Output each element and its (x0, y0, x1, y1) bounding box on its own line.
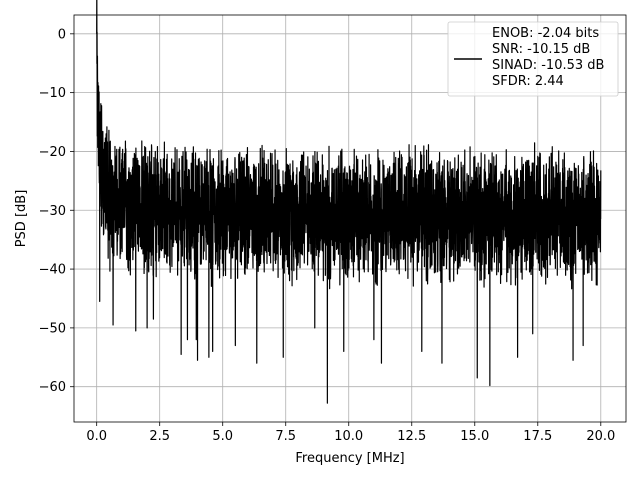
legend-entry-sinad: SINAD: -10.53 dB (492, 58, 604, 73)
y-tick-label: −50 (39, 321, 66, 336)
legend-entry-snr: SNR: -10.15 dB (492, 42, 590, 57)
legend-entry-enob: ENOB: -2.04 bits (492, 26, 599, 41)
y-tick-label: −40 (39, 263, 66, 278)
x-tick-label: 12.5 (397, 429, 426, 444)
x-tick-label: 10.0 (334, 429, 363, 444)
x-tick-label: 5.0 (212, 429, 233, 444)
y-tick-label: −10 (39, 86, 66, 101)
x-axis-label: Frequency [MHz] (295, 451, 404, 466)
y-tick-label: 0 (58, 27, 66, 42)
x-tick-label: 7.5 (275, 429, 296, 444)
y-tick-label: −20 (39, 145, 66, 160)
y-tick-label: −60 (39, 380, 66, 395)
series-layer (96, 0, 602, 404)
x-tick-label: 0.0 (86, 429, 107, 444)
axes-frame (73, 14, 627, 423)
legend: ENOB: -2.04 bits SNR: -10.15 dB SINAD: -… (447, 21, 619, 97)
x-tick-label: 2.5 (149, 429, 170, 444)
x-axis: 0.0 2.5 5.0 7.5 10.0 12.5 15.0 17.5 20.0 (86, 422, 615, 444)
x-tick-label: 17.5 (523, 429, 552, 444)
y-axis-label: PSD [dB] (14, 190, 29, 248)
psd-series-line (96, 0, 602, 404)
legend-box (447, 21, 619, 97)
x-tick-label: 15.0 (460, 429, 489, 444)
y-tick-label: −30 (39, 204, 66, 219)
legend-entry-sfdr: SFDR: 2.44 (492, 74, 564, 89)
y-axis: 0 −10 −20 −30 −40 −50 −60 (39, 27, 74, 395)
x-tick-label: 20.0 (586, 429, 615, 444)
